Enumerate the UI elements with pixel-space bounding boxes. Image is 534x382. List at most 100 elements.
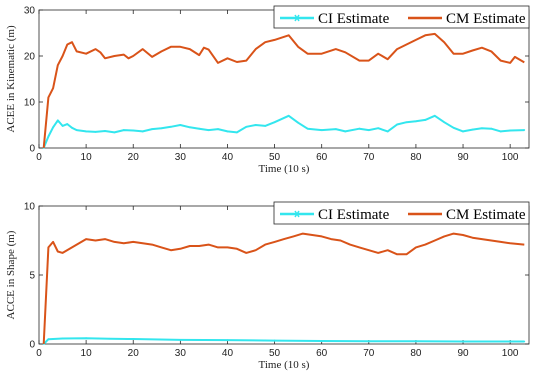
- data-point-ci: [396, 123, 398, 126]
- data-point-ci: [273, 121, 276, 124]
- data-point-ci: [141, 130, 144, 133]
- data-point-ci: [61, 125, 64, 127]
- legend-label: CM Estimate: [446, 11, 526, 27]
- data-point-ci: [415, 120, 417, 123]
- x-tick-label: 80: [410, 348, 422, 359]
- x-tick-label: 80: [410, 152, 422, 163]
- x-tick-label: 10: [81, 348, 93, 359]
- data-point-ci: [160, 127, 163, 130]
- data-point-ci: [71, 126, 73, 129]
- data-point-ci: [433, 114, 436, 117]
- data-point-ci: [523, 129, 526, 131]
- x-tick-label: 40: [222, 152, 234, 163]
- x-tick-label: 30: [175, 348, 187, 359]
- data-point-ci: [523, 340, 526, 343]
- data-point-ci: [52, 126, 55, 129]
- data-point-ci: [113, 131, 116, 134]
- data-point-ci: [499, 130, 502, 133]
- x-tick-label: 20: [128, 348, 140, 359]
- data-point-ci: [47, 338, 50, 341]
- data-point-ci: [297, 121, 300, 124]
- chart-panel-1: 0 10 20 30 40 50 60 70 80 90 100 0 10 20 30 Time (10 s)…: [5, 5, 530, 175]
- data-point-ci: [462, 340, 464, 343]
- series-line-cm: [42, 32, 525, 149]
- data-point-ci: [443, 121, 446, 124]
- data-point-ci: [264, 125, 267, 127]
- data-point-ci: [104, 130, 106, 132]
- data-point-ci: [424, 119, 427, 121]
- data-point-ci: [490, 127, 493, 130]
- data-point-ci: [254, 124, 257, 126]
- x-tick-label: 30: [175, 152, 187, 163]
- legend: CI Estimate CM Estimate: [273, 5, 530, 29]
- data-point-ci: [306, 127, 309, 130]
- series-line-ci: [42, 114, 525, 149]
- data-point-ci: [85, 130, 88, 133]
- data-point-ci: [480, 127, 483, 130]
- data-point-ci: [122, 129, 125, 131]
- series-line-cm: [42, 232, 525, 345]
- data-point-ci: [415, 340, 417, 343]
- data-point-ci: [132, 338, 135, 340]
- legend: CI Estimate CM Estimate: [273, 201, 530, 225]
- x-tick-label: 100: [502, 152, 519, 163]
- data-point-ci: [358, 127, 361, 130]
- legend-label: CI Estimate: [318, 207, 390, 223]
- legend-box: [273, 201, 530, 225]
- legend-box: [273, 5, 530, 29]
- x-tick-label: 60: [316, 348, 328, 359]
- data-point-ci: [509, 340, 512, 343]
- y-tick-label: 20: [24, 52, 36, 63]
- data-point-ci: [377, 127, 380, 130]
- x-tick-label: 0: [36, 152, 42, 163]
- data-point-ci: [334, 128, 337, 131]
- x-tick-label: 70: [363, 348, 375, 359]
- data-point-ci: [235, 131, 238, 134]
- y-tick-label: 5: [29, 271, 35, 282]
- data-point-ci: [405, 121, 408, 124]
- data-point-ci: [320, 129, 323, 131]
- legend-label: CI Estimate: [318, 11, 390, 27]
- data-point-ci: [198, 127, 201, 130]
- data-point-ci: [344, 130, 347, 133]
- x-axis-label: Time (10 s): [259, 359, 310, 371]
- plot-frame: [38, 205, 530, 345]
- data-point-ci: [245, 125, 248, 128]
- plot-frame: [38, 9, 530, 149]
- data-point-ci: [170, 125, 172, 128]
- y-tick-label: 30: [24, 6, 36, 17]
- x-tick-label: 50: [269, 152, 281, 163]
- data-point-ci: [509, 129, 512, 132]
- data-point-ci: [61, 337, 64, 340]
- data-point-ci: [207, 129, 210, 131]
- y-tick-label: 10: [24, 202, 36, 213]
- data-point-ci: [386, 130, 389, 133]
- x-tick-label: 40: [222, 348, 234, 359]
- data-point-ci: [179, 124, 182, 126]
- series-line-ci: [42, 337, 525, 345]
- data-point-ci: [132, 129, 135, 132]
- data-point-ci: [320, 340, 323, 342]
- legend-marker-icon: [294, 14, 300, 22]
- data-point-ci: [367, 340, 370, 343]
- x-tick-label: 70: [363, 152, 375, 163]
- data-point-ci: [367, 129, 370, 131]
- legend-marker-icon: [294, 210, 300, 218]
- data-point-ci: [56, 119, 59, 122]
- x-tick-label: 60: [316, 152, 328, 163]
- y-axis-label: ACCE in Shape (m): [5, 230, 17, 319]
- data-point-ci: [226, 339, 229, 342]
- data-point-ci: [471, 128, 474, 131]
- data-point-ci: [287, 114, 290, 117]
- data-point-ci: [108, 337, 111, 340]
- data-point-ci: [462, 130, 464, 133]
- y-axis-label: ACEE in Kinematic (m): [5, 25, 17, 133]
- x-axis-label: Time (10 s): [259, 163, 310, 175]
- x-tick-label: 100: [502, 348, 519, 359]
- x-tick-label: 20: [128, 152, 140, 163]
- y-tick-label: 10: [24, 98, 36, 109]
- data-point-ci: [151, 128, 153, 131]
- data-point-ci: [226, 130, 229, 133]
- x-tick-label: 10: [81, 152, 93, 163]
